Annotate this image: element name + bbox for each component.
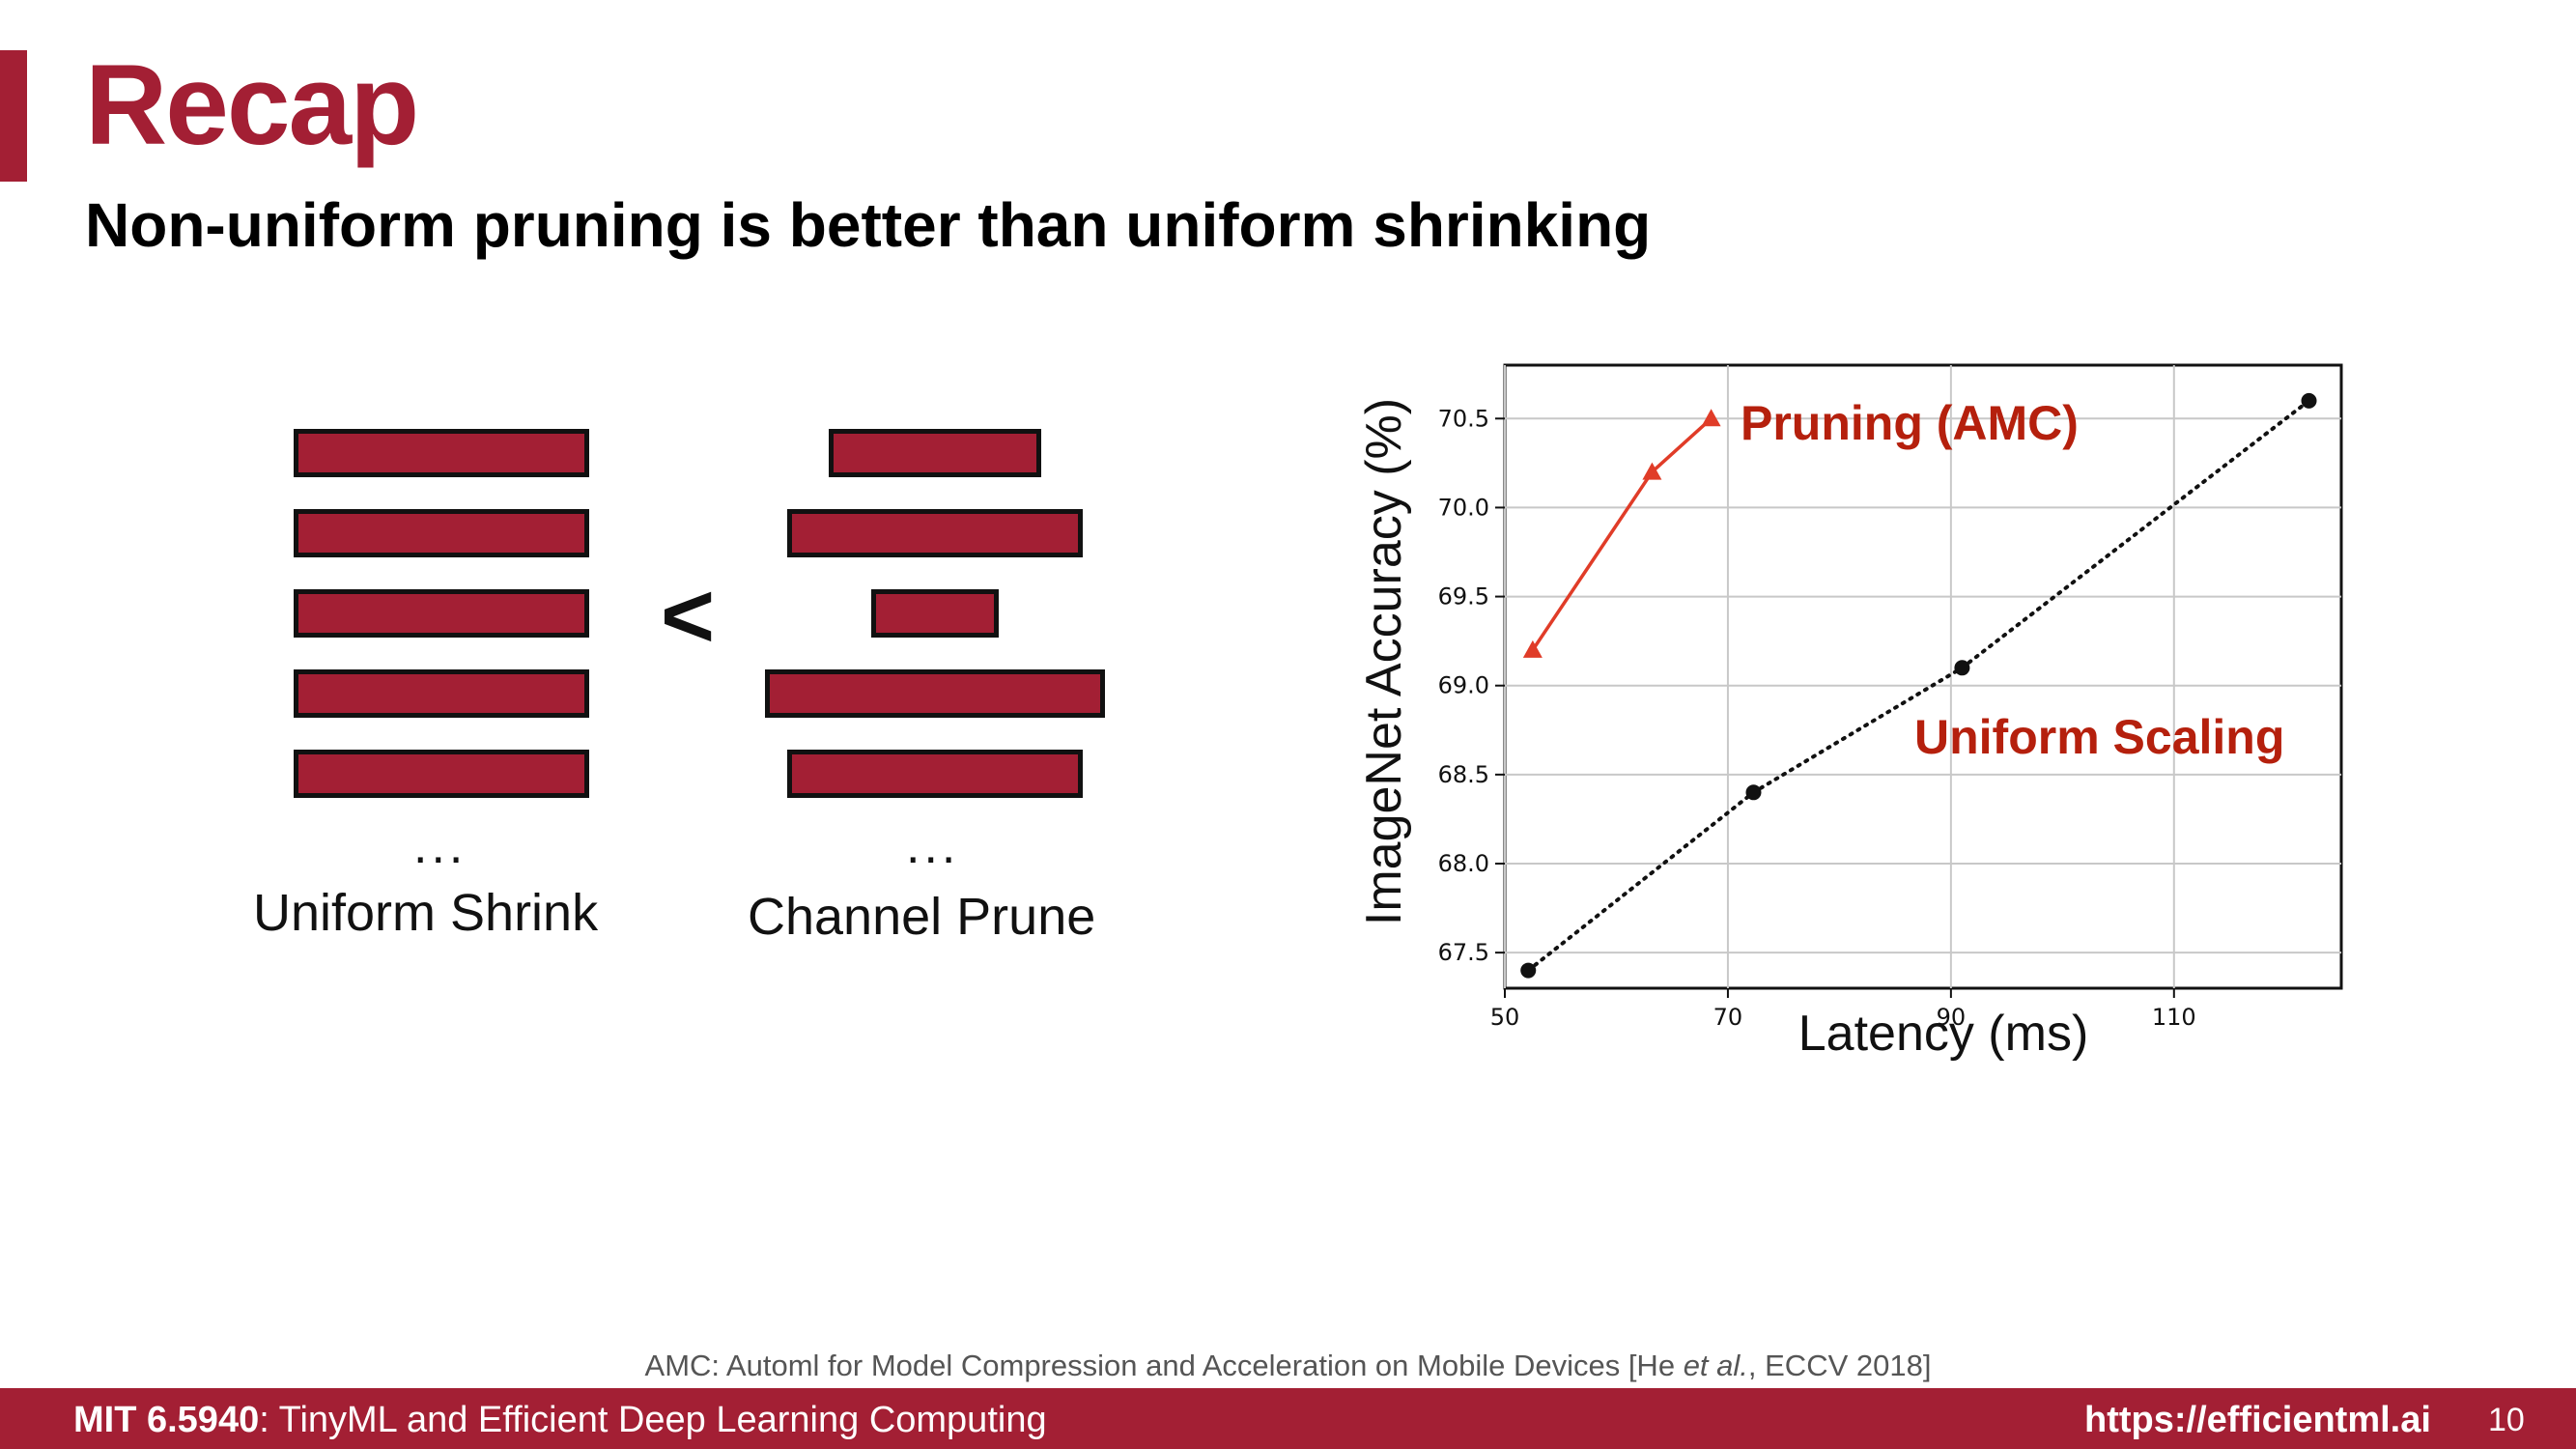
channel-layer-bar bbox=[765, 669, 1105, 718]
pruning-data-point bbox=[1642, 462, 1662, 480]
y-tick-label: 68.0 bbox=[1438, 850, 1489, 877]
reference-etal: et al. bbox=[1683, 1349, 1748, 1382]
uniform-shrink-caption: Uniform Shrink bbox=[253, 884, 599, 942]
y-tick-label: 70.5 bbox=[1438, 405, 1489, 432]
uniform-layer-bar bbox=[294, 429, 589, 477]
footer-course: MIT 6.5940: TinyML and Efficient Deep Le… bbox=[73, 1400, 1047, 1441]
channel-layer-bar bbox=[829, 429, 1041, 477]
slide-title: Recap bbox=[85, 42, 419, 169]
uniform-data-point bbox=[1954, 660, 1970, 676]
course-url-link[interactable]: https://efficientml.ai bbox=[2084, 1400, 2431, 1440]
channel-prune-caption: Channel Prune bbox=[748, 888, 1096, 946]
series-label-pruning: Pruning (AMC) bbox=[1741, 396, 2079, 450]
uniform-layer-bar bbox=[294, 750, 589, 798]
x-tick-label: 90 bbox=[1937, 1004, 1967, 1031]
y-tick-label: 67.5 bbox=[1438, 939, 1489, 966]
less-than-symbol: < bbox=[661, 564, 716, 668]
pruning-data-point bbox=[1522, 639, 1543, 658]
uniform-ellipsis: ... bbox=[413, 818, 467, 874]
x-axis-label: Latency (ms) bbox=[1798, 1006, 2089, 1062]
series-layer bbox=[1520, 392, 2317, 979]
course-code: MIT 6.5940 bbox=[73, 1400, 260, 1440]
channel-layer-bar bbox=[871, 589, 999, 638]
page-number: 10 bbox=[2488, 1402, 2525, 1438]
uniform-layer-bar bbox=[294, 669, 589, 718]
reference-citation: AMC: Automl for Model Compression and Ac… bbox=[0, 1349, 2576, 1383]
title-accent-bar bbox=[0, 50, 27, 182]
reference-prefix: AMC: Automl for Model Compression and Ac… bbox=[644, 1349, 1684, 1382]
accuracy-latency-chart: 50 70 90 110 67.5 68.0 68.5 69.0 69.5 70.0 70.5 La… bbox=[1356, 363, 2343, 1062]
slide-subtitle: Non-uniform pruning is better than unifo… bbox=[85, 190, 1652, 260]
y-tick-label: 70.0 bbox=[1438, 494, 1489, 521]
reference-suffix: , ECCV 2018] bbox=[1747, 1349, 1932, 1382]
axis-ticks: 50 70 90 110 67.5 68.0 68.5 69.0 69.5 70.0 70.5 bbox=[1438, 405, 2196, 1031]
y-tick-label: 69.5 bbox=[1438, 583, 1489, 611]
uniform-data-point bbox=[1745, 784, 1762, 801]
pruning-data-point bbox=[1701, 409, 1721, 427]
channel-ellipsis: ... bbox=[906, 818, 960, 874]
plot-area bbox=[1503, 363, 2343, 990]
x-tick-label: 70 bbox=[1713, 1004, 1743, 1031]
uniform-data-point bbox=[1520, 962, 1537, 979]
channel-layer-bar bbox=[787, 750, 1083, 798]
footer-bar: MIT 6.5940: TinyML and Efficient Deep Le… bbox=[0, 1388, 2576, 1449]
course-name: : TinyML and Efficient Deep Learning Com… bbox=[259, 1400, 1047, 1440]
x-tick-label: 50 bbox=[1490, 1004, 1520, 1031]
x-tick-label: 110 bbox=[2152, 1004, 2196, 1031]
uniform-layer-bar bbox=[294, 589, 589, 638]
grid-lines bbox=[1504, 365, 2341, 988]
series-label-uniform: Uniform Scaling bbox=[1914, 710, 2284, 764]
channel-layer-bar bbox=[787, 509, 1083, 557]
y-axis-label: ImageNet Accuracy (%) bbox=[1356, 398, 1412, 925]
uniform-data-point bbox=[2301, 392, 2317, 409]
y-tick-label: 69.0 bbox=[1438, 672, 1489, 699]
uniform-series-line bbox=[1526, 398, 2311, 973]
uniform-layer-bar bbox=[294, 509, 589, 557]
y-tick-label: 68.5 bbox=[1438, 761, 1489, 788]
